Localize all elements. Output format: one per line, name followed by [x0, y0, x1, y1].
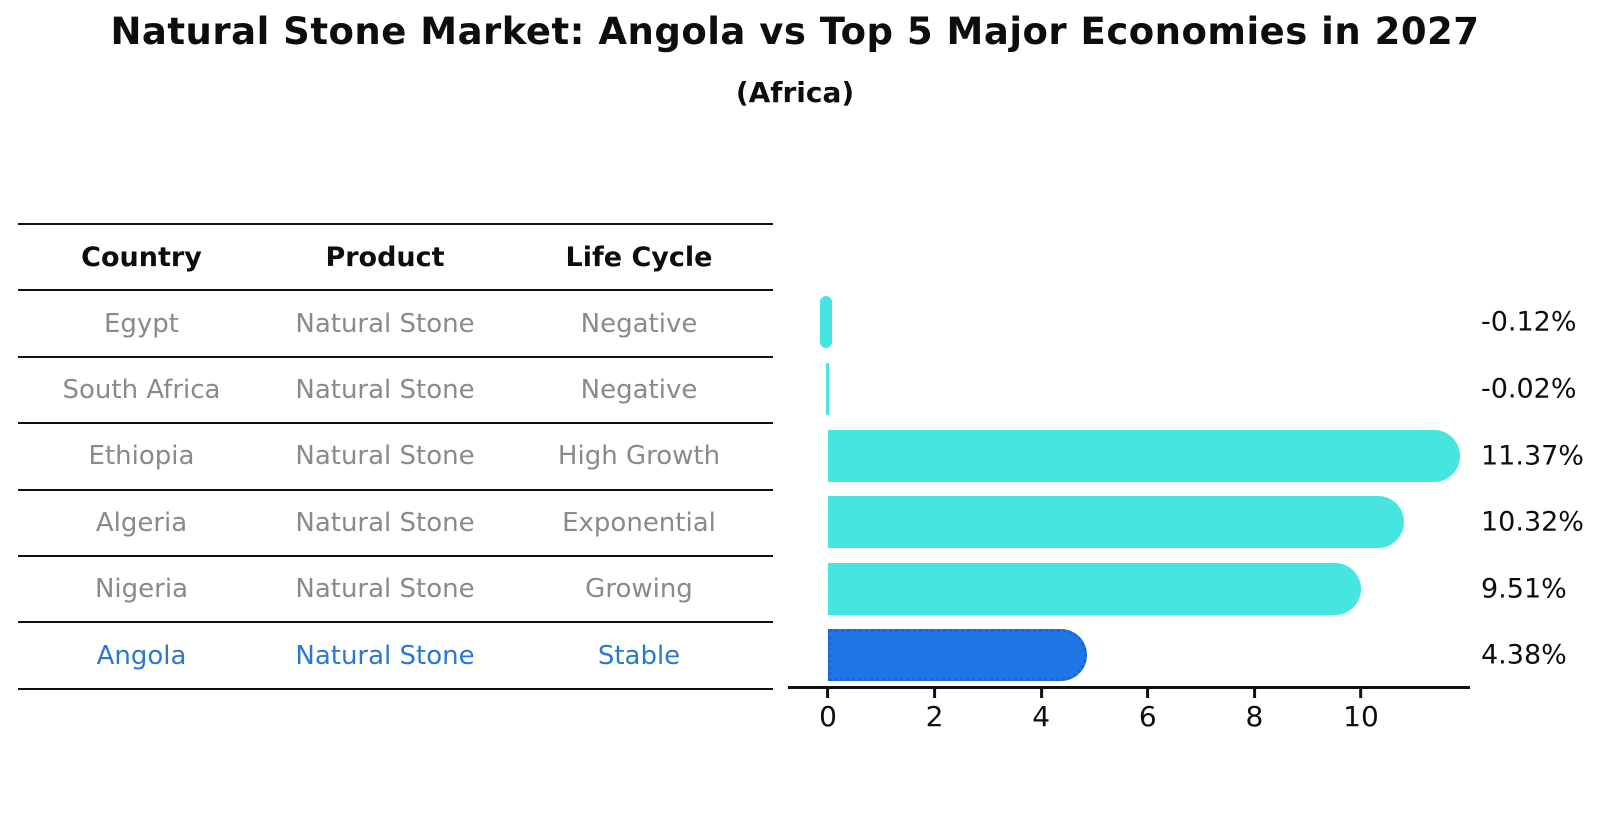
value-label-south-africa: -0.02%: [1481, 373, 1577, 405]
tick-mark: [826, 689, 830, 698]
value-label-ethiopia: 11.37%: [1481, 440, 1584, 471]
table-row-nigeria: Nigeria Natural Stone Growing: [18, 554, 773, 621]
cell-country: Ethiopia: [88, 441, 195, 472]
page-title: Natural Stone Market: Angola vs Top 5 Ma…: [110, 10, 1480, 53]
x-axis-tick-6: 6: [1139, 689, 1157, 733]
x-axis-tick-8: 8: [1245, 689, 1263, 733]
cell-life-cycle: High Growth: [557, 441, 721, 472]
table-row-angola: Angola Natural Stone Stable: [18, 621, 773, 690]
cell-country: South Africa: [62, 374, 221, 405]
bar-nigeria: [828, 562, 1361, 615]
tick-mark: [1039, 689, 1043, 698]
value-label-angola: 4.38%: [1481, 639, 1567, 671]
cell-product: Natural Stone: [295, 640, 475, 671]
table-row-south-africa: South Africa Natural Stone Negative: [18, 355, 773, 422]
x-tick-label: 8: [1245, 700, 1264, 733]
bar-ethiopia: [828, 429, 1461, 482]
x-axis-tick-0: 0: [819, 689, 837, 733]
cell-product: Natural Stone: [295, 507, 475, 538]
table-header-row: Country Product Life Cycle: [18, 223, 773, 289]
x-tick-label: 4: [1032, 700, 1051, 733]
value-label-egypt: -0.12%: [1481, 306, 1577, 338]
tick-mark: [933, 689, 937, 698]
cell-life-cycle: Negative: [580, 374, 698, 405]
bar-egypt: [819, 296, 833, 349]
tick-mark: [1359, 689, 1363, 698]
data-table: Country Product Life Cycle Egypt Natural…: [18, 223, 773, 690]
cell-product: Natural Stone: [295, 308, 475, 339]
cell-life-cycle: Stable: [597, 640, 681, 671]
cell-life-cycle: Exponential: [562, 507, 716, 538]
x-tick-label: 10: [1343, 700, 1379, 733]
cell-country: Egypt: [103, 308, 180, 339]
page-subtitle: (Africa): [735, 76, 855, 109]
bar-algeria: [828, 496, 1405, 549]
cell-country: Angola: [96, 640, 187, 671]
tick-mark: [1252, 689, 1256, 698]
table-row-algeria: Algeria Natural Stone Exponential: [18, 488, 773, 555]
column-header-life-cycle: Life Cycle: [565, 241, 713, 273]
value-label-nigeria: 9.51%: [1481, 573, 1567, 605]
cell-life-cycle: Growing: [585, 574, 693, 605]
cell-product: Natural Stone: [295, 374, 475, 405]
x-tick-label: 0: [819, 700, 837, 733]
table-row-ethiopia: Ethiopia Natural Stone High Growth: [18, 422, 773, 488]
value-label-algeria: 10.32%: [1481, 506, 1584, 538]
tick-mark: [1146, 689, 1150, 698]
x-axis-line: [788, 686, 1470, 689]
x-tick-label: 6: [1138, 700, 1157, 733]
x-axis-tick-2: 2: [926, 689, 944, 733]
table-row-egypt: Egypt Natural Stone Negative: [18, 289, 773, 355]
column-header-product: Product: [325, 241, 445, 273]
x-axis-tick-10: 10: [1343, 689, 1379, 733]
bar-south-africa: [826, 362, 829, 415]
bar-angola-highlight: [828, 629, 1088, 682]
x-axis-tick-4: 4: [1032, 689, 1050, 733]
x-tick-label: 2: [925, 700, 944, 733]
cell-country: Algeria: [95, 507, 188, 538]
column-header-country: Country: [81, 241, 202, 273]
cell-life-cycle: Negative: [580, 308, 698, 339]
cell-product: Natural Stone: [295, 574, 475, 605]
cell-product: Natural Stone: [295, 441, 475, 472]
cell-country: Nigeria: [94, 574, 189, 605]
